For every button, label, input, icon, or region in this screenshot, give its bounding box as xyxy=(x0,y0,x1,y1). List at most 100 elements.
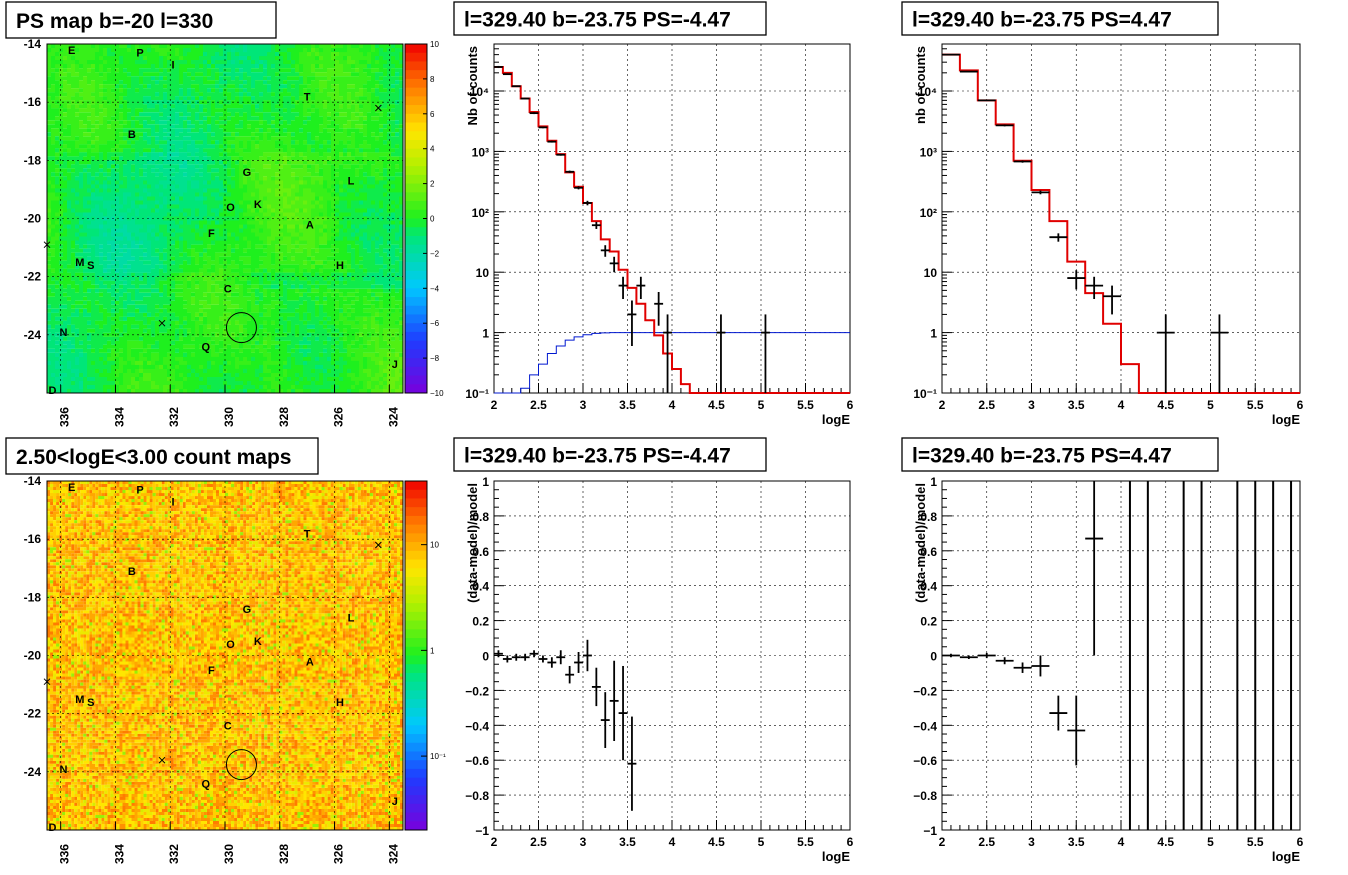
resid2-data-point xyxy=(1049,695,1068,731)
psmap-cross-marker xyxy=(375,104,382,112)
resid2-xtick-label: 3 xyxy=(1028,835,1035,849)
psmap-colorbar-step xyxy=(405,375,427,385)
spec1-data-point xyxy=(494,65,503,69)
spec2-ytick-label: 10³ xyxy=(920,145,937,159)
resid1-xlabel: logE xyxy=(822,849,850,864)
countmap-colorbar-step xyxy=(405,655,427,665)
resid2-ylabel: (data-model)/model xyxy=(913,483,928,603)
psmap-colorbar-label: 6 xyxy=(430,110,435,119)
spec1-data-point xyxy=(583,200,592,206)
psmap-colorbar-step xyxy=(405,262,427,272)
countmap-colorbar-step xyxy=(405,507,427,517)
resid2-data-point xyxy=(942,653,960,658)
resid2-title: l=329.40 b=-23.75 PS=4.47 xyxy=(912,445,1172,468)
psmap-marker-A: A xyxy=(306,219,314,231)
countmap-marker-G: G xyxy=(243,604,252,616)
resid1-xtick-label: 5 xyxy=(758,835,765,849)
psmap-xtick-label: 334 xyxy=(112,407,126,427)
psmap-colorbar-step xyxy=(405,358,427,368)
resid2-ytick-label: −0.8 xyxy=(913,789,937,803)
resid1-xtick-label: 5.5 xyxy=(797,835,814,849)
spec1-ytick-label: 10² xyxy=(472,206,489,220)
psmap-marker-Q: Q xyxy=(202,341,211,353)
resid1-ylabel: (data-model)/model xyxy=(465,483,480,603)
countmap-marker-O: O xyxy=(226,639,235,651)
psmap-colorbar-step xyxy=(405,105,427,115)
countmap-marker-N: N xyxy=(59,764,67,776)
spec1-data-point xyxy=(556,153,566,156)
spec2-title: l=329.40 b=-23.75 PS=4.47 xyxy=(912,9,1172,32)
countmap-cell-bucket xyxy=(47,481,404,831)
psmap-colorbar-step xyxy=(405,314,427,324)
resid2-xtick-label: 5 xyxy=(1207,835,1214,849)
psmap-xtick-label: 328 xyxy=(277,407,291,427)
countmap-colorbar-step xyxy=(405,603,427,613)
resid2-xlabel: logE xyxy=(1272,849,1300,864)
resid2-data-point xyxy=(1067,695,1086,766)
resid1-data-point xyxy=(520,653,530,661)
countmap-colorbar-step xyxy=(405,481,427,491)
resid1-data-point xyxy=(494,650,503,658)
countmap-marker-K: K xyxy=(254,636,262,648)
resid1-frame xyxy=(493,480,851,831)
countmap-colorbar-step xyxy=(405,568,427,578)
psmap-colorbar-label: 2 xyxy=(430,180,435,189)
resid2-title-box xyxy=(901,437,1219,472)
countmap-marker-M: M xyxy=(75,694,84,706)
countmap-colorbar-step xyxy=(405,786,427,796)
spec1-sensitivity-curve xyxy=(494,332,850,394)
psmap-marker-M: M xyxy=(75,257,84,269)
spec1-data-point xyxy=(511,85,521,88)
countmap-colorbar-step xyxy=(405,559,427,569)
spec1-data-point xyxy=(547,140,557,143)
countmap-title-box xyxy=(5,437,319,475)
resid2-ytick-label: 1 xyxy=(930,475,937,489)
countmap-colorbar-step xyxy=(405,751,427,761)
spec1-data-point xyxy=(654,292,664,326)
psmap-colorbar-step xyxy=(405,331,427,342)
spec1-title: l=329.40 b=-23.75 PS=-4.47 xyxy=(464,9,731,32)
psmap-colorbar-step xyxy=(405,297,427,307)
psmap-colorbar-step xyxy=(405,87,427,97)
countmap-cells xyxy=(47,481,404,831)
countmap-xtick-label: 330 xyxy=(222,844,236,864)
spec1-data-point xyxy=(538,126,548,129)
countmap-colorbar-step xyxy=(405,742,427,752)
psmap-colorbar-step xyxy=(405,61,427,71)
spec2-data-point xyxy=(995,124,1014,127)
spec1-xtick-label: 2 xyxy=(491,398,498,412)
psmap-xtick-label: 330 xyxy=(222,407,236,427)
countmap-colorbar-step xyxy=(405,664,427,674)
psmap-colorbar-step xyxy=(405,218,427,228)
countmap-title: 2.50<logE<3.00 count maps xyxy=(16,446,291,469)
countmap-cross-marker xyxy=(158,756,166,764)
resid1-data-point xyxy=(600,692,610,748)
resid2-xtick-label: 3.5 xyxy=(1068,835,1085,849)
countmap-colorbar-step xyxy=(405,611,427,622)
psmap-ytick-label: -22 xyxy=(24,270,42,284)
resid2-ytick-label: −0.2 xyxy=(913,684,937,698)
countmap-marker-H: H xyxy=(336,697,344,709)
psmap-marker-T: T xyxy=(304,91,311,103)
psmap-colorbar-step xyxy=(405,166,427,176)
psmap-colorbar-step xyxy=(405,174,427,185)
countmap-colorbar-step xyxy=(405,533,427,543)
resid1-data-point xyxy=(591,667,601,707)
countmap-colorbar-step xyxy=(405,498,427,508)
psmap-colorbar-step xyxy=(405,270,427,281)
countmap-xtick-label: 336 xyxy=(58,844,72,864)
resid1-xtick-label: 3 xyxy=(580,835,587,849)
spec2-xtick-label: 4 xyxy=(1118,398,1125,412)
psmap-title-box xyxy=(5,1,277,39)
countmap-marker-P: P xyxy=(136,485,143,497)
spec1-xtick-label: 5 xyxy=(758,398,765,412)
resid1-title: l=329.40 b=-23.75 PS=-4.47 xyxy=(464,445,731,468)
spec1-frame xyxy=(493,43,851,394)
psmap-colorbar-step xyxy=(405,227,427,237)
resid2-xtick-label: 6 xyxy=(1297,835,1304,849)
spec1-xlabel: logE xyxy=(822,412,850,427)
resid1-data-point xyxy=(547,657,557,668)
resid1-data-point xyxy=(618,665,628,761)
psmap-cell-bucket xyxy=(47,44,404,394)
psmap-colorbar-step xyxy=(405,78,427,89)
